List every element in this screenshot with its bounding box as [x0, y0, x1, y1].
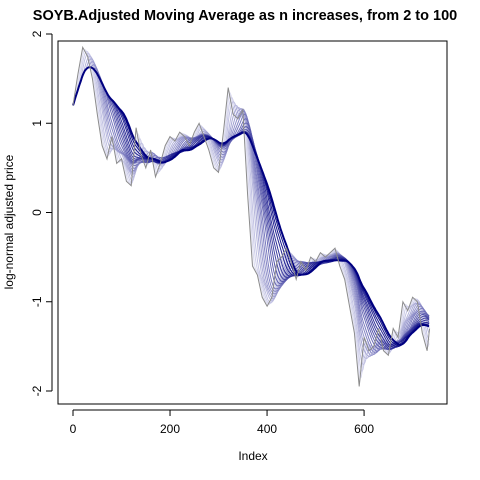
ma-series-line: [72, 50, 430, 373]
ma-series-line: [72, 66, 430, 351]
x-axis-label: Index: [238, 449, 267, 463]
chart-title: SOYB.Adjusted Moving Average as n increa…: [33, 8, 457, 24]
plot-frame: [57, 40, 448, 405]
x-axis: 0 200 400 600: [70, 409, 374, 436]
ma-series-line: [72, 49, 430, 378]
x-tick-label: 0: [70, 422, 77, 436]
raw-price-line: [72, 45, 431, 387]
y-tick-label: -1: [30, 296, 44, 307]
y-tick-label: 2: [30, 30, 44, 37]
x-tick-label: 600: [354, 422, 374, 436]
raw-series-line: [72, 45, 431, 387]
moving-average-lines: [72, 48, 430, 385]
x-tick-label: 400: [257, 422, 277, 436]
ma-series-line: [72, 66, 430, 350]
y-axis: -2 -1 0 1 2: [30, 30, 53, 396]
y-tick-label: 1: [30, 120, 44, 127]
y-axis-label: log-normal adjusted price: [2, 154, 16, 289]
y-tick-label: 0: [30, 209, 44, 216]
ma-series-line: [72, 66, 430, 346]
x-tick-label: 200: [160, 422, 180, 436]
y-tick-label: -2: [30, 385, 44, 396]
ma-series-line: [72, 66, 430, 350]
